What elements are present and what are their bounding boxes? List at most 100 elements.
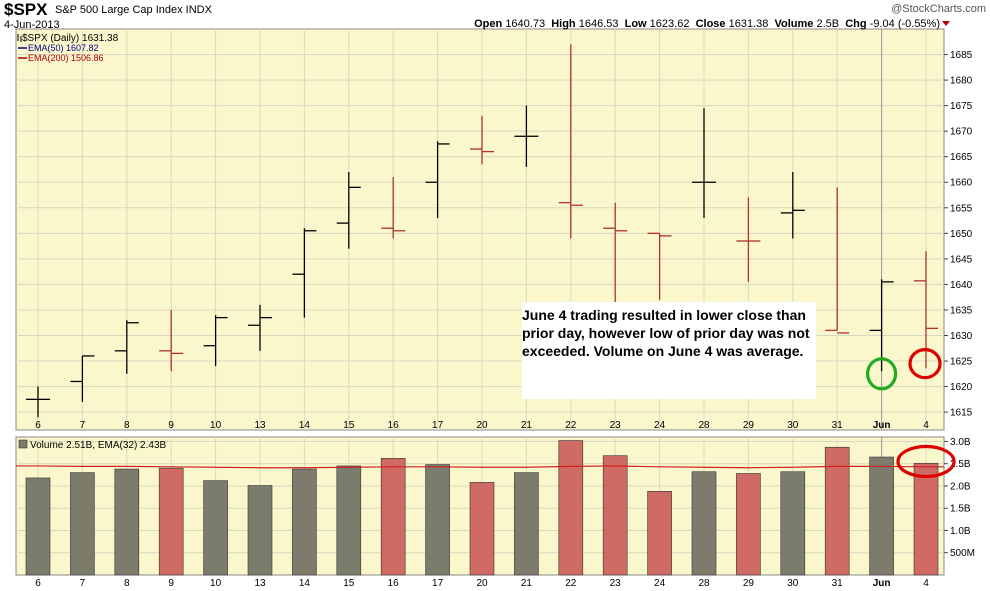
price-tick-label: 1630 bbox=[950, 331, 973, 342]
price-x-label: 15 bbox=[343, 420, 355, 431]
volume-x-label: 15 bbox=[343, 578, 355, 589]
price-x-label: 17 bbox=[432, 420, 444, 431]
volume-tick-label: 1.0B bbox=[950, 526, 971, 537]
volume-x-label: 4 bbox=[923, 578, 929, 589]
ema50-legend: EMA(50) 1607.82 bbox=[28, 43, 99, 53]
price-x-label: 10 bbox=[210, 420, 222, 431]
volume-legend: Volume 2.51B, EMA(32) 2.43B bbox=[30, 440, 167, 451]
annotation-line: prior day, however low of prior day was … bbox=[522, 325, 810, 341]
volume-bar bbox=[824, 446, 850, 576]
volume-bar bbox=[247, 485, 273, 576]
price-x-label: 4 bbox=[923, 420, 929, 431]
volume-bar bbox=[425, 464, 450, 576]
annotation-line: June 4 trading resulted in lower close t… bbox=[522, 307, 806, 323]
ohlc-summary: Open 1640.73 High 1646.53 Low 1623.62 Cl… bbox=[474, 18, 950, 30]
volume-bar bbox=[514, 472, 539, 576]
volume-x-label: 13 bbox=[254, 578, 266, 589]
volume-x-label: 21 bbox=[521, 578, 533, 589]
price-tick-label: 1665 bbox=[950, 152, 973, 163]
volume-x-label: 20 bbox=[476, 578, 488, 589]
volume-bar bbox=[869, 456, 894, 576]
price-x-label: 23 bbox=[610, 420, 622, 431]
volume-x-label: 8 bbox=[124, 578, 130, 589]
red-annotation-circle bbox=[896, 444, 956, 479]
volume-x-label: 23 bbox=[610, 578, 622, 589]
price-legend: $SPX (Daily) 1631.38 bbox=[22, 33, 119, 44]
volume-bar bbox=[558, 440, 584, 576]
volume-bar bbox=[203, 480, 228, 576]
volume-bar bbox=[691, 471, 717, 576]
low-label: Low bbox=[624, 18, 647, 30]
volume-tick-label: 1.5B bbox=[950, 504, 971, 515]
volume-x-label: 17 bbox=[432, 578, 444, 589]
volume-x-label: 10 bbox=[210, 578, 222, 589]
volume-x-label: 22 bbox=[565, 578, 577, 589]
price-tick-label: 1680 bbox=[950, 76, 973, 87]
price-tick-label: 1670 bbox=[950, 127, 973, 138]
volume-bar bbox=[780, 471, 806, 576]
price-x-label: 28 bbox=[698, 420, 710, 431]
volume-x-label: 31 bbox=[832, 578, 844, 589]
volume-x-label: 16 bbox=[388, 578, 400, 589]
volume-bar bbox=[469, 482, 495, 576]
volume-value: 2.5B bbox=[816, 18, 840, 30]
price-x-label: 14 bbox=[299, 420, 311, 431]
annotation-line: exceeded. Volume on June 4 was average. bbox=[522, 343, 804, 359]
volume-bar bbox=[380, 458, 406, 576]
price-x-label: 8 bbox=[124, 420, 130, 431]
high-value: 1646.53 bbox=[578, 18, 619, 30]
volume-bar bbox=[602, 455, 628, 576]
change-label: Chg bbox=[845, 18, 867, 30]
price-tick-label: 1660 bbox=[950, 178, 973, 189]
price-tick-label: 1675 bbox=[950, 101, 973, 112]
change-value: -9.04 (-0.55%) bbox=[869, 18, 940, 30]
volume-tick-label: 3.0B bbox=[950, 437, 971, 448]
volume-x-label: 30 bbox=[787, 578, 799, 589]
volume-x-label: 29 bbox=[743, 578, 755, 589]
price-x-label: 13 bbox=[254, 420, 266, 431]
volume-x-label: Jun bbox=[873, 578, 891, 589]
price-tick-label: 1640 bbox=[950, 280, 973, 291]
high-label: High bbox=[551, 18, 576, 30]
bars-icon bbox=[17, 34, 22, 42]
price-x-label: 7 bbox=[80, 420, 86, 431]
volume-tick-label: 2.5B bbox=[950, 459, 971, 470]
volume-bar bbox=[70, 472, 95, 576]
close-value: 1631.38 bbox=[728, 18, 769, 30]
green-annotation-circle bbox=[865, 357, 898, 391]
price-tick-label: 1625 bbox=[950, 357, 973, 368]
volume-ema-line bbox=[16, 465, 944, 469]
ema200-legend: EMA(200) 1506.86 bbox=[28, 53, 104, 63]
chart-date: 4-Jun-2013 bbox=[4, 19, 60, 31]
price-tick-label: 1650 bbox=[950, 229, 973, 240]
low-value: 1623.62 bbox=[649, 18, 690, 30]
price-x-label: 29 bbox=[743, 420, 755, 431]
volume-legend-swatch bbox=[18, 439, 28, 449]
price-x-label: 31 bbox=[832, 420, 844, 431]
price-x-label: 6 bbox=[35, 420, 41, 431]
price-x-label: 20 bbox=[476, 420, 488, 431]
volume-x-label: 24 bbox=[654, 578, 666, 589]
volume-bar bbox=[158, 467, 184, 576]
price-tick-label: 1615 bbox=[950, 408, 973, 419]
price-x-label: 16 bbox=[388, 420, 400, 431]
down-caret-icon bbox=[942, 21, 950, 26]
annotation-box: June 4 trading resulted in lower close t… bbox=[522, 302, 816, 399]
volume-bar bbox=[736, 473, 761, 576]
price-tick-label: 1645 bbox=[950, 254, 973, 265]
volume-bar bbox=[913, 462, 939, 576]
volume-tick-label: 2.0B bbox=[950, 481, 971, 492]
volume-bar bbox=[647, 491, 672, 576]
volume-bar bbox=[292, 468, 317, 576]
price-x-label: 22 bbox=[565, 420, 577, 431]
volume-x-label: 14 bbox=[299, 578, 311, 589]
close-label: Close bbox=[695, 18, 726, 30]
price-x-label: 9 bbox=[168, 420, 174, 431]
volume-bar bbox=[336, 465, 362, 576]
volume-bar bbox=[114, 468, 140, 576]
price-x-label: Jun bbox=[873, 420, 891, 431]
price-tick-label: 1685 bbox=[950, 50, 973, 61]
volume-x-label: 7 bbox=[80, 578, 86, 589]
open-value: 1640.73 bbox=[505, 18, 546, 30]
